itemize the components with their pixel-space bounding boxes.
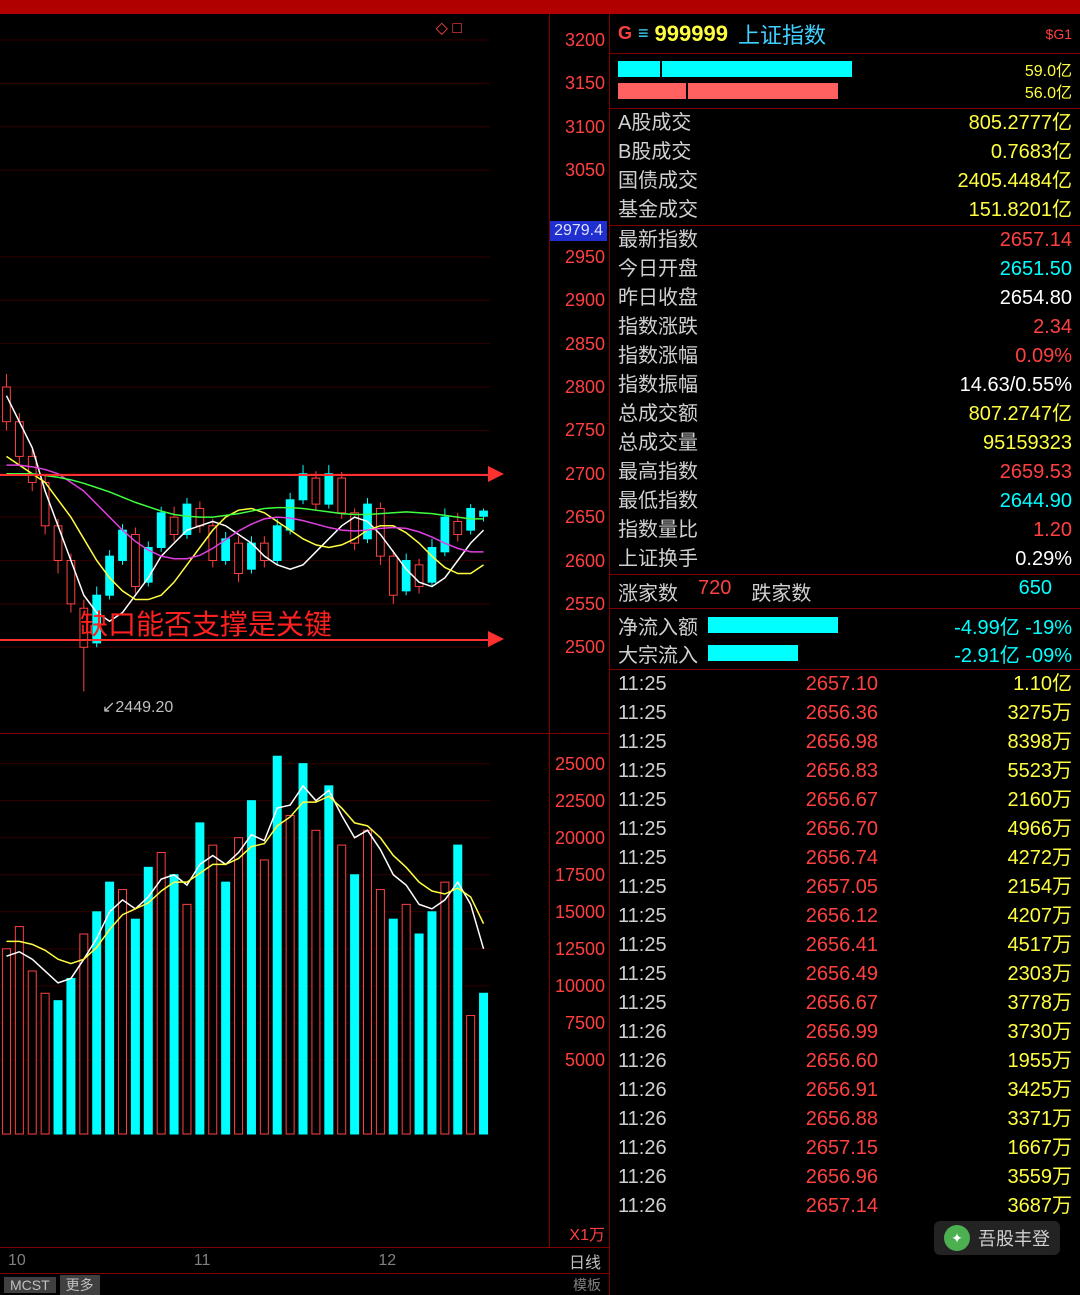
tick-list[interactable]: 11:252657.101.10亿11:252656.363275万11:252… <box>610 670 1080 1295</box>
candlestick-chart[interactable]: 3200315031003050295029002850280027502700… <box>0 14 609 734</box>
g-badge: G <box>618 23 632 44</box>
stat-row: 上证换手0.29% <box>610 545 1080 574</box>
tick-row: 11:262656.913425万 <box>610 1076 1080 1105</box>
indicator-tabs[interactable]: MCST 更多 模板 <box>0 1273 609 1295</box>
tick-row: 11:252656.835523万 <box>610 757 1080 786</box>
v-y-axis: 2500022500200001750015000125001000075005… <box>549 734 609 1247</box>
tick-row: 11:262656.601955万 <box>610 1047 1080 1076</box>
tick-row: 11:252656.363275万 <box>610 699 1080 728</box>
stat-row: 指数振幅14.63/0.55% <box>610 371 1080 400</box>
tick-row: 11:252656.744272万 <box>610 844 1080 873</box>
stat-row: 最新指数2657.14 <box>610 226 1080 255</box>
tick-row: 11:252656.492303万 <box>610 960 1080 989</box>
stat-row: 指数涨跌2.34 <box>610 313 1080 342</box>
low-point-label: ↙2449.20 <box>102 697 173 717</box>
tick-row: 11:252656.988398万 <box>610 728 1080 757</box>
tab-mcst[interactable]: MCST <box>4 1277 56 1293</box>
stat-row: 指数涨幅0.09% <box>610 342 1080 371</box>
tick-row: 11:262656.963559万 <box>610 1163 1080 1192</box>
stat-row: 基金成交151.8201亿 <box>610 196 1080 225</box>
tick-row: 11:252656.124207万 <box>610 902 1080 931</box>
volume-chart[interactable]: 2500022500200001750015000125001000075005… <box>0 734 609 1247</box>
tick-row: 11:252657.101.10亿 <box>610 670 1080 699</box>
template-label[interactable]: 模板 <box>573 1275 601 1295</box>
flow-row: 大宗流入-2.91亿 -09% <box>618 639 1072 667</box>
stat-row: 总成交量95159323 <box>610 429 1080 458</box>
fund-flow: 净流入额-4.99亿 -19%大宗流入-2.91亿 -09% <box>610 609 1080 670</box>
tick-row: 11:262656.993730万 <box>610 1018 1080 1047</box>
stat-row: 指数量比1.20 <box>610 516 1080 545</box>
tick-row: 11:252656.704966万 <box>610 815 1080 844</box>
k-y-axis: 3200315031003050295029002850280027502700… <box>549 14 609 733</box>
tick-row: 11:252656.672160万 <box>610 786 1080 815</box>
stat-row: 国债成交2405.4484亿 <box>610 167 1080 196</box>
tick-row: 11:262657.143687万 <box>610 1192 1080 1221</box>
chart-panel: ◇ □ 320031503100305029502900285028002750… <box>0 14 610 1295</box>
wechat-icon: ✦ <box>944 1225 970 1251</box>
tick-row: 11:252656.414517万 <box>610 931 1080 960</box>
stat-row: 最低指数2644.90 <box>610 487 1080 516</box>
turnover-bar: 59.0亿 <box>618 58 1072 80</box>
stock-code[interactable]: 999999 <box>655 21 728 47</box>
up-down-count: 涨家数 720 跌家数 650 <box>610 575 1080 609</box>
chart-annotation: 缺口能否支撑是关键 <box>80 603 332 643</box>
stat-row: 昨日收盘2654.80 <box>610 284 1080 313</box>
stat-row: B股成交0.7683亿 <box>610 138 1080 167</box>
stat-row: A股成交805.2777亿 <box>610 109 1080 138</box>
stock-name[interactable]: 上证指数 <box>738 18 826 50</box>
tick-row: 11:262657.151667万 <box>610 1134 1080 1163</box>
info-panel: G ≡ 999999 上证指数 $G1 59.0亿56.0亿 A股成交805.2… <box>610 14 1080 1295</box>
x-axis: 10 11 12 日线 <box>0 1247 609 1273</box>
stat-row: 今日开盘2651.50 <box>610 255 1080 284</box>
stat-row: 最高指数2659.53 <box>610 458 1080 487</box>
watermark: ✦ 吾股丰登 <box>934 1221 1060 1255</box>
tab-more[interactable]: 更多 <box>60 1275 100 1295</box>
trade-stats: A股成交805.2777亿B股成交0.7683亿国债成交2405.4484亿基金… <box>610 109 1080 226</box>
turnover-bar: 56.0亿 <box>618 80 1072 102</box>
tick-row: 11:262656.883371万 <box>610 1105 1080 1134</box>
index-stats: 最新指数2657.14今日开盘2651.50昨日收盘2654.80指数涨跌2.3… <box>610 226 1080 575</box>
tick-row: 11:252656.673778万 <box>610 989 1080 1018</box>
turnover-bars: 59.0亿56.0亿 <box>610 54 1080 109</box>
menu-icon[interactable]: ≡ <box>638 23 649 44</box>
flow-row: 净流入额-4.99亿 -19% <box>618 611 1072 639</box>
tick-row: 11:252657.052154万 <box>610 873 1080 902</box>
info-header: G ≡ 999999 上证指数 $G1 <box>610 14 1080 54</box>
stat-row: 总成交额807.2747亿 <box>610 400 1080 429</box>
title-bar <box>0 0 1080 14</box>
sg-label: $G1 <box>1046 26 1072 42</box>
